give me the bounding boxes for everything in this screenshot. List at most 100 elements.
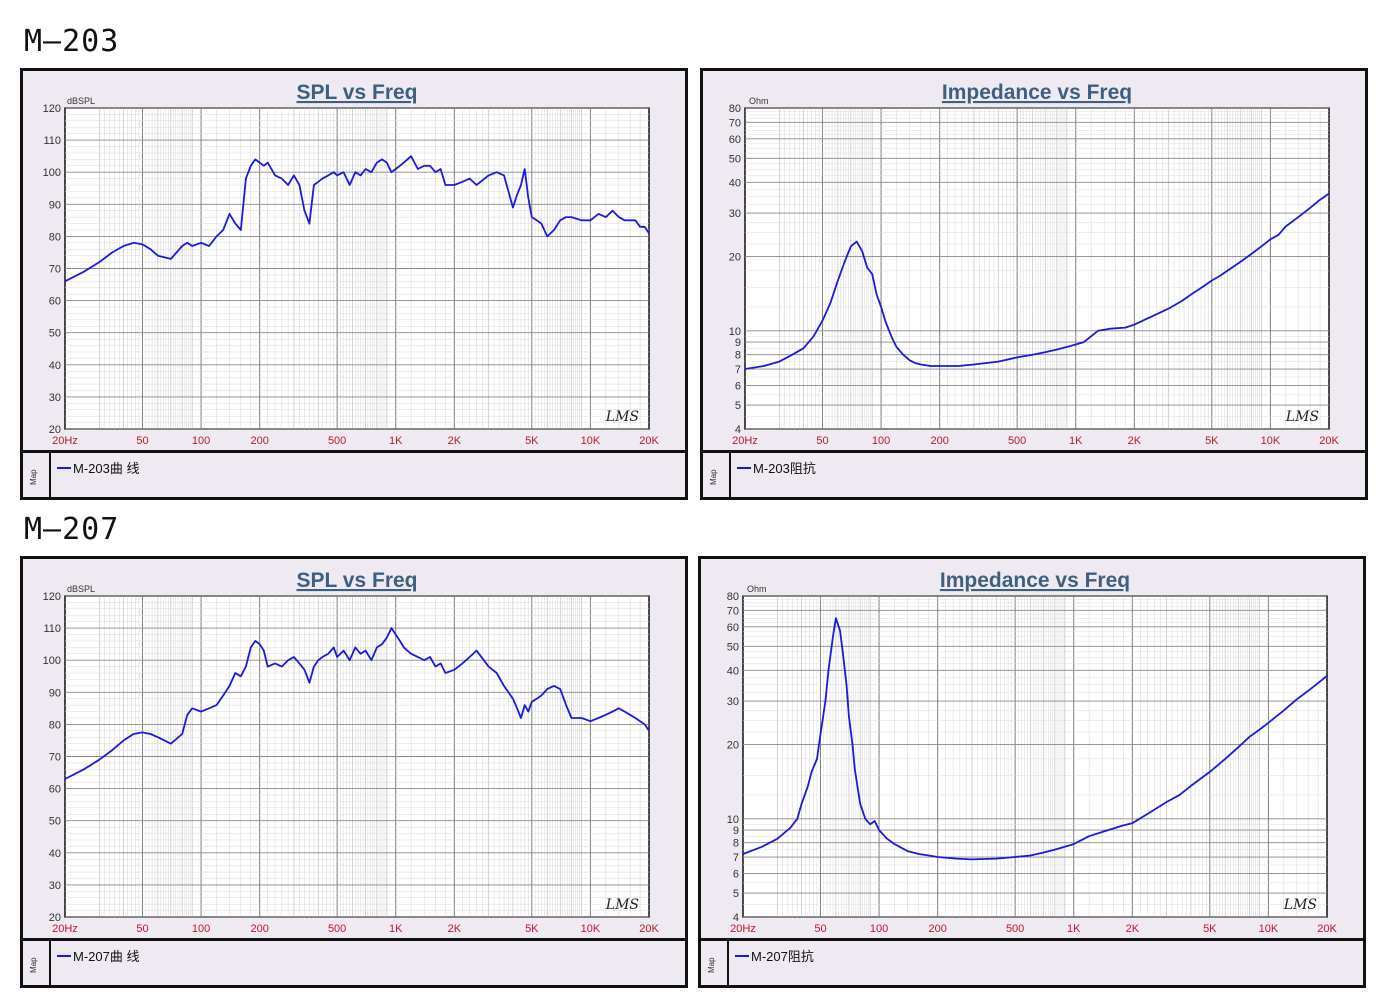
y-tick-label: 4 xyxy=(733,912,739,924)
legend-swatch xyxy=(57,467,71,469)
y-tick-label: 90 xyxy=(49,687,61,699)
legend-series-name: M-203阻抗 xyxy=(753,461,816,476)
series-curve xyxy=(64,627,650,780)
x-tick-label: 5K xyxy=(525,923,539,935)
series-curve xyxy=(742,617,1328,861)
model-title-m203: M—203 xyxy=(24,24,120,59)
y-tick-label: 10 xyxy=(727,814,739,826)
y-tick-label: 6 xyxy=(735,381,741,393)
x-tick-label: 200 xyxy=(928,923,946,935)
x-tick-label: 200 xyxy=(250,923,268,935)
legend-box: Map M-207曲 线 xyxy=(23,938,685,985)
y-tick-label: 60 xyxy=(729,134,741,146)
x-tick-label: 1K xyxy=(1067,923,1081,935)
series-curve xyxy=(744,192,1330,370)
x-tick-label: 50 xyxy=(816,435,828,447)
y-tick-label: 60 xyxy=(727,622,739,634)
x-tick-label: 50 xyxy=(814,923,826,935)
grid-lines xyxy=(745,107,1329,430)
chart-title: SPL vs Freq xyxy=(297,569,418,592)
plot-background xyxy=(742,595,1328,918)
x-tick-label: 5K xyxy=(525,435,539,447)
y-tick-label: 20 xyxy=(727,740,739,752)
x-tick-label: 500 xyxy=(1006,923,1024,935)
plot-area: SPL vs Freq 20 30 40 50 60 70 80 90 100 110 120 dBSP… xyxy=(43,569,660,935)
y-tick-label: 20 xyxy=(729,252,741,264)
y-tick-label: 120 xyxy=(43,591,61,603)
y-tick-label: 30 xyxy=(729,208,741,220)
chart-panel-spl-m203: SPL vs Freq 20 30 40 50 60 70 80 90 100 110 120 dBSP… xyxy=(20,68,688,500)
y-axis-unit: Ohm xyxy=(749,96,769,106)
x-tick-label: 1K xyxy=(389,435,403,447)
y-tick-label: 50 xyxy=(727,641,739,653)
x-tick-label: 1K xyxy=(389,923,403,935)
chart-panel-impedance-m203: Impedance vs Freq 4 5 6 7 8 9 10 20 30 40 50 60 70 80 O… xyxy=(700,68,1368,500)
x-tick-label: 20Hz xyxy=(732,435,758,447)
y-tick-label: 100 xyxy=(43,167,61,179)
lms-watermark: LMS xyxy=(1285,409,1319,425)
x-tick-label: 2K xyxy=(448,435,462,447)
y-tick-label: 5 xyxy=(733,888,739,900)
y-axis-unit: dBSPL xyxy=(67,584,95,594)
x-tick-label: 10K xyxy=(581,923,601,935)
y-tick-label: 30 xyxy=(49,392,61,404)
grid-lines xyxy=(743,595,1327,918)
x-tick-label: 500 xyxy=(328,435,346,447)
y-tick-label: 5 xyxy=(735,400,741,412)
y-tick-label: 100 xyxy=(43,655,61,667)
x-tick-label: 2K xyxy=(1126,923,1140,935)
x-tick-label: 20Hz xyxy=(52,435,78,447)
y-tick-label: 80 xyxy=(49,231,61,243)
y-tick-label: 80 xyxy=(727,591,739,603)
chart-panel-spl-m207: SPL vs Freq 20 30 40 50 60 70 80 90 100 110 120 dBSP… xyxy=(20,556,688,988)
y-tick-label: 60 xyxy=(49,784,61,796)
x-tick-label: 200 xyxy=(250,435,268,447)
y-axis-unit: dBSPL xyxy=(67,96,95,106)
y-tick-label: 30 xyxy=(49,880,61,892)
legend-box: Map M-203曲 线 xyxy=(23,450,685,497)
legend-series-name: M-207阻抗 xyxy=(751,949,814,964)
x-tick-label: 100 xyxy=(192,923,210,935)
x-tick-label: 20K xyxy=(1319,435,1339,447)
y-tick-label: 8 xyxy=(735,350,741,362)
x-tick-label: 5K xyxy=(1203,923,1217,935)
y-tick-label: 90 xyxy=(49,199,61,211)
y-tick-label: 60 xyxy=(49,296,61,308)
x-tick-label: 10K xyxy=(1259,923,1279,935)
x-tick-label: 10K xyxy=(1261,435,1281,447)
y-tick-label: 120 xyxy=(43,103,61,115)
chart-title: Impedance vs Freq xyxy=(940,569,1130,592)
y-tick-label: 80 xyxy=(729,103,741,115)
plot-background xyxy=(744,107,1330,430)
y-tick-label: 30 xyxy=(727,696,739,708)
y-tick-label: 40 xyxy=(729,177,741,189)
legend-series-name: M-203曲 线 xyxy=(73,461,140,476)
y-tick-label: 10 xyxy=(729,326,741,338)
lms-watermark: LMS xyxy=(1283,897,1317,913)
y-tick-label: 40 xyxy=(49,848,61,860)
lms-watermark: LMS xyxy=(605,897,639,913)
legend-swatch xyxy=(735,955,749,957)
y-tick-label: 7 xyxy=(733,852,739,864)
map-label: Map xyxy=(29,957,38,973)
x-tick-label: 50 xyxy=(136,435,148,447)
y-tick-label: 8 xyxy=(733,838,739,850)
map-label: Map xyxy=(29,469,38,485)
y-tick-label: 70 xyxy=(49,264,61,276)
x-tick-label: 2K xyxy=(1128,435,1142,447)
x-tick-label: 500 xyxy=(1008,435,1026,447)
legend-box: Map M-207阻抗 xyxy=(701,938,1363,985)
x-tick-label: 20K xyxy=(639,923,659,935)
y-tick-label: 50 xyxy=(49,816,61,828)
y-axis-unit: Ohm xyxy=(747,584,767,594)
x-tick-label: 20K xyxy=(1317,923,1337,935)
y-tick-label: 110 xyxy=(43,623,61,635)
x-tick-label: 100 xyxy=(192,435,210,447)
chart-panel-impedance-m207: Impedance vs Freq 4 5 6 7 8 9 10 20 30 40 50 60 70 80 O… xyxy=(698,556,1366,988)
x-tick-label: 20Hz xyxy=(730,923,756,935)
x-tick-label: 20Hz xyxy=(52,923,78,935)
plot-area: SPL vs Freq 20 30 40 50 60 70 80 90 100 110 120 dBSP… xyxy=(43,81,660,447)
legend-box: Map M-203阻抗 xyxy=(703,450,1365,497)
y-tick-label: 6 xyxy=(733,869,739,881)
